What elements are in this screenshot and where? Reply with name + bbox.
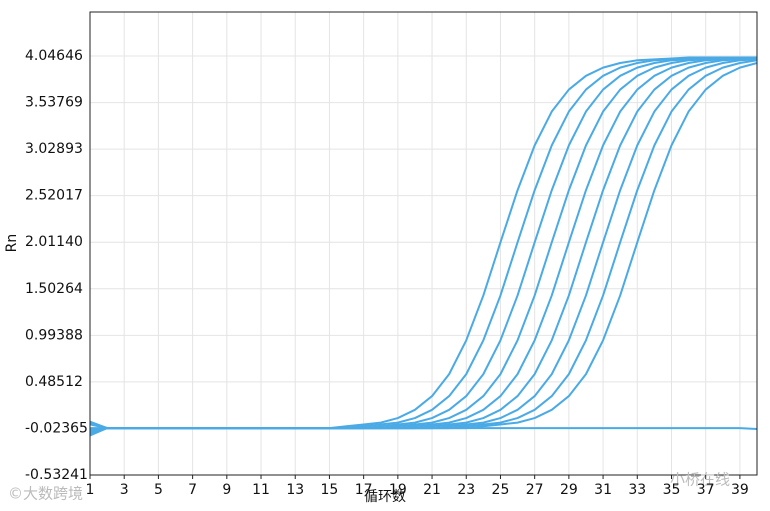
x-tick-label: 21: [423, 482, 441, 498]
x-axis-label: 循环数: [364, 489, 406, 505]
y-tick-label: -0.53241: [25, 467, 88, 483]
plot-area: [90, 12, 757, 475]
x-tick-label: 23: [457, 482, 475, 498]
x-tick-label: 11: [252, 482, 270, 498]
watermark: 小桥在线: [670, 471, 730, 489]
x-tick-label: 17: [355, 482, 373, 498]
x-tick-label: 29: [560, 482, 578, 498]
y-axis-label: Rn: [4, 234, 20, 253]
y-tick-label: 3.02893: [25, 141, 83, 157]
y-tick-label: 2.52017: [25, 188, 83, 204]
amplification-curve: [90, 427, 758, 431]
x-tick-label: 19: [389, 482, 407, 498]
plot-frame: [89, 11, 758, 476]
x-tick-label: 13: [286, 482, 304, 498]
x-tick-label: 5: [154, 482, 163, 498]
x-tick-label: 37: [697, 482, 715, 498]
y-tick-label: 4.04646: [25, 48, 83, 64]
x-tick-label: 31: [594, 482, 612, 498]
x-tick-label: 3: [120, 482, 129, 498]
x-tick-label: 35: [663, 482, 681, 498]
x-tick-label: 27: [526, 482, 544, 498]
x-tick-label: 25: [492, 482, 510, 498]
y-tick-label: 2.01140: [25, 234, 83, 250]
lines: [89, 56, 758, 437]
y-tick-label: 0.99388: [25, 327, 83, 343]
y-tick-label: -0.02365: [25, 420, 88, 436]
x-tick-label: 1: [86, 482, 95, 498]
watermark: ©大数跨境: [8, 485, 83, 503]
y-tick-label: 3.53769: [25, 95, 83, 111]
x-tick-label: 39: [731, 482, 749, 498]
x-tick-label: 7: [188, 482, 197, 498]
y-tick-label: 1.50264: [25, 281, 83, 297]
x-tick-label: 9: [222, 482, 231, 498]
x-tick-label: 33: [628, 482, 646, 498]
x-tick-label: 15: [321, 482, 339, 498]
y-tick-label: 0.48512: [25, 374, 83, 390]
